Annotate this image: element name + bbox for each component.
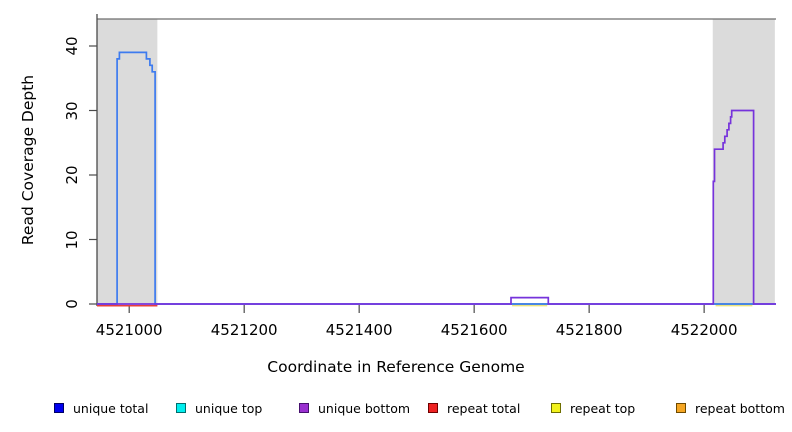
legend-label: unique top: [195, 400, 263, 416]
legend-label: repeat top: [570, 400, 636, 416]
legend-item-unique-bottom: unique bottom: [299, 398, 410, 418]
right-gray-band: [712, 19, 775, 304]
left-gray-band: [97, 19, 158, 304]
legend-swatch-icon: [676, 403, 686, 413]
legend-swatch-icon: [54, 403, 64, 413]
y-tick-label: 40: [63, 36, 81, 56]
y-tick-label: 0: [63, 299, 81, 309]
legend-swatch-icon: [299, 403, 309, 413]
x-tick-label: 4522000: [670, 321, 738, 339]
y-tick-label: 10: [63, 229, 81, 250]
legend-swatch-icon: [428, 403, 438, 413]
legend-label: unique bottom: [318, 400, 411, 416]
legend-item-repeat-top: repeat top: [551, 398, 635, 418]
legend-label: repeat bottom: [695, 400, 785, 416]
y-tick-label: 30: [63, 100, 81, 121]
y-axis-title: Read Coverage Depth: [19, 74, 37, 246]
legend-label: repeat total: [447, 400, 521, 416]
x-tick-label: 4521000: [95, 321, 163, 339]
x-tick-label: 4521200: [210, 321, 278, 339]
series-unique-bottom: [97, 109, 776, 305]
legend-item-unique-top: unique top: [176, 398, 262, 418]
x-tick-label: 4521800: [555, 321, 623, 339]
y-tick-label: 20: [63, 165, 81, 185]
x-axis-title: Coordinate in Reference Genome: [267, 358, 525, 376]
legend-item-repeat-bottom: repeat bottom: [676, 398, 785, 418]
x-tick-label: 4521400: [325, 321, 393, 339]
legend-label: unique total: [73, 400, 149, 416]
legend-swatch-icon: [176, 403, 186, 413]
x-tick-label: 4521600: [440, 321, 508, 339]
series-unique-total: [97, 51, 776, 305]
legend-swatch-icon: [551, 403, 561, 413]
legend-item-unique-total: unique total: [54, 398, 148, 418]
legend-item-repeat-total: repeat total: [428, 398, 520, 418]
